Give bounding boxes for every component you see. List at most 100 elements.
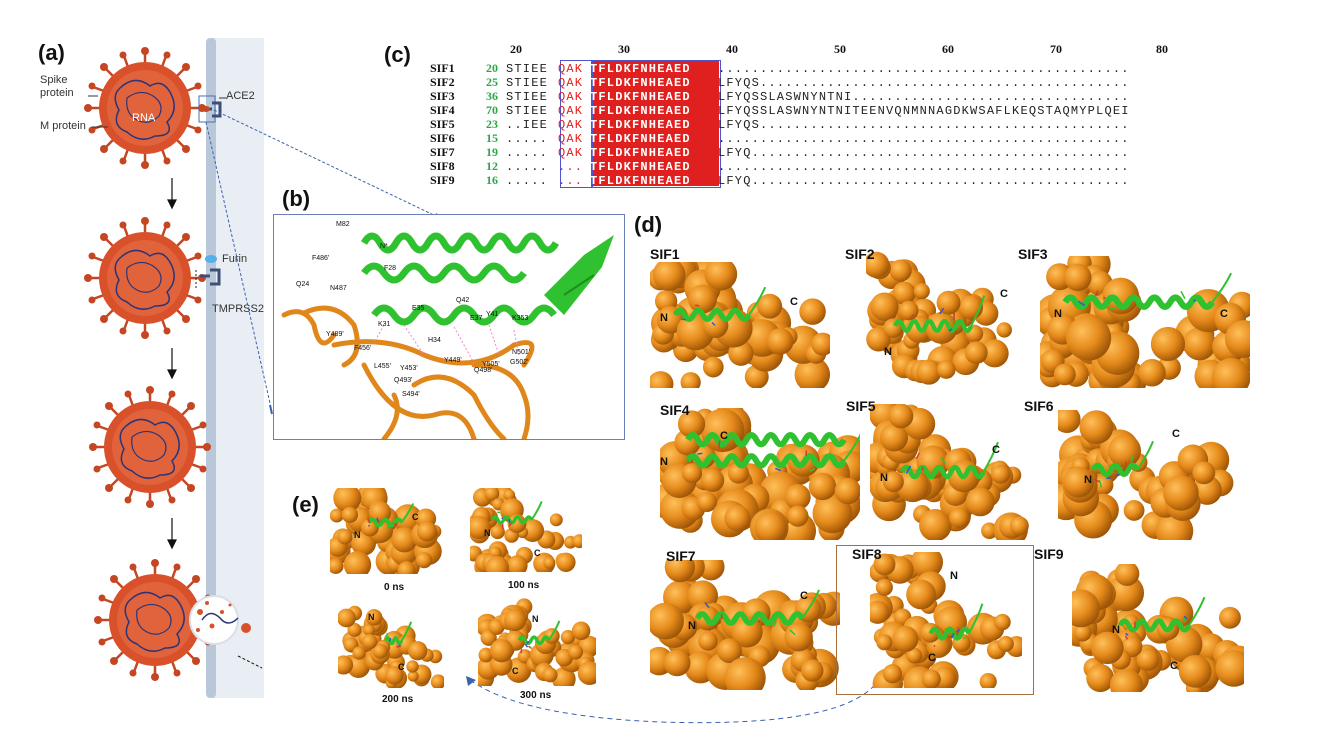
n-terminus-label: N bbox=[1112, 624, 1120, 636]
res-y453: Y453' bbox=[400, 365, 418, 372]
gap-dots: ........................................… bbox=[718, 62, 1130, 76]
res-e35: E35 bbox=[412, 305, 425, 312]
n-terminus-label: N bbox=[880, 472, 888, 484]
protein-complex-render bbox=[650, 560, 840, 690]
c-terminus-label: C bbox=[412, 512, 419, 522]
sequence-suffix: LFYQS. bbox=[718, 118, 769, 132]
ruler-40: 40 bbox=[726, 42, 738, 56]
res-s494: S494' bbox=[402, 391, 420, 398]
md-snapshot-3 bbox=[478, 598, 596, 686]
gap-dots: ........................................… bbox=[760, 146, 1130, 160]
sequence-qak: QAK bbox=[558, 146, 584, 160]
md-time-label: 100 ns bbox=[508, 580, 540, 591]
md-snapshot-1 bbox=[470, 488, 582, 572]
c-terminus-label: C bbox=[534, 548, 541, 558]
sequence-name: SIF2 bbox=[430, 75, 455, 89]
sequence-suffix: LFYQSSLASWNYNTNI. bbox=[718, 90, 861, 104]
sequence-prefix: ..... bbox=[506, 174, 549, 188]
sequence-prefix: STIEE bbox=[506, 90, 549, 104]
res-l455: L455' bbox=[374, 363, 391, 370]
sequence-start-number: 20 bbox=[486, 61, 498, 75]
furin-label: Furin bbox=[222, 253, 248, 265]
ruler-20: 20 bbox=[510, 42, 522, 56]
res-k31: K31 bbox=[378, 321, 391, 328]
res-y505: Y505' bbox=[482, 361, 500, 368]
protein-complex-render bbox=[870, 552, 1022, 688]
n-terminus-label: N bbox=[660, 456, 668, 468]
sequence-prefix: STIEE bbox=[506, 76, 549, 90]
protein-complex-render bbox=[660, 408, 860, 540]
sequence-qak: QAK bbox=[558, 76, 584, 90]
sequence-qak: QAK bbox=[558, 62, 584, 76]
res-q24: Q24 bbox=[296, 281, 310, 288]
sequence-row: SIF1 20 STIEE QAK TFLDKFNHEAED..............… bbox=[430, 61, 1130, 76]
sif-structure-3 bbox=[1040, 256, 1250, 388]
res-f456: F456' bbox=[354, 345, 372, 352]
res-q42: Q42 bbox=[456, 297, 470, 304]
sequence-row: SIF3 36 STIEE QAK TFLDKFNHEAED LFYQSSLASWNYNT… bbox=[430, 89, 1130, 104]
c-terminus-label: C bbox=[1170, 660, 1178, 672]
sif-label: SIF2 bbox=[845, 246, 875, 262]
sequence-core: TFLDKFNHEAED bbox=[590, 104, 691, 118]
n-terminus-label: N bbox=[484, 528, 491, 538]
md-time-label: 200 ns bbox=[382, 694, 414, 705]
n-terminus-label: N bbox=[368, 612, 375, 622]
panel-c-label: (c) bbox=[384, 42, 411, 67]
sif8-highlight-box bbox=[836, 545, 1034, 695]
sequence-prefix: STIEE bbox=[506, 104, 549, 118]
res-y41: Y41 bbox=[486, 311, 499, 318]
sequence-name: SIF4 bbox=[430, 103, 455, 117]
sequence-suffix: LFYQ. bbox=[718, 174, 761, 188]
res-m82: M82 bbox=[336, 221, 350, 228]
sif-structure-5 bbox=[870, 404, 1032, 540]
ruler-70: 70 bbox=[1050, 42, 1062, 56]
sequence-start-number: 23 bbox=[486, 117, 498, 131]
ace2-receptor bbox=[198, 95, 222, 123]
res-q498: Q498' bbox=[474, 367, 493, 374]
panel-a: (a) bbox=[0, 0, 270, 750]
n-terminus-label: N bbox=[1084, 474, 1092, 486]
sequence-row: SIF2 25 STIEE QAK TFLDKFNHEAED LFYQS.........… bbox=[430, 75, 1130, 90]
sequence-prefix: STIEE bbox=[506, 62, 549, 76]
protein-complex-render bbox=[330, 488, 442, 574]
protein-complex-render bbox=[650, 262, 830, 388]
gap-dots: ........................................… bbox=[768, 76, 1130, 90]
panel-d-label: (d) bbox=[634, 212, 663, 237]
sequence-name: SIF5 bbox=[430, 117, 455, 131]
c-terminus-label: C bbox=[1000, 288, 1008, 300]
md-time-label: 0 ns bbox=[384, 582, 405, 593]
sif-label: SIF9 bbox=[1034, 546, 1064, 562]
protein-complex-render bbox=[870, 404, 1029, 540]
sequence-name: SIF9 bbox=[430, 173, 455, 187]
sequence-start-number: 19 bbox=[486, 145, 498, 159]
sif-label: SIF8 bbox=[852, 546, 882, 562]
sequence-qak: ... bbox=[558, 174, 584, 188]
sequence-core: TFLDKFNHEAED bbox=[590, 146, 691, 160]
n-terminus-label: N bbox=[1054, 308, 1062, 320]
n-terminus-label: N bbox=[532, 614, 539, 624]
md-snapshot-0 bbox=[330, 488, 460, 574]
sequence-start-number: 16 bbox=[486, 173, 498, 187]
gap-dots: ........................................… bbox=[768, 118, 1130, 132]
sequence-row: SIF8 12........ TFLDKFNHEAED..............… bbox=[430, 159, 1130, 174]
ruler-80: 80 bbox=[1156, 42, 1168, 56]
sif-label: SIF4 bbox=[660, 402, 690, 418]
sequence-suffix: LFYQ. bbox=[718, 146, 761, 160]
n-terminus-label: N bbox=[354, 530, 361, 540]
n-terminus-label: N bbox=[660, 312, 668, 324]
n-terminus-label: N bbox=[884, 346, 892, 358]
sequence-name: SIF7 bbox=[430, 145, 455, 159]
c-terminus-label: C bbox=[720, 430, 728, 442]
cell-region bbox=[212, 38, 264, 698]
protein-complex-render bbox=[1058, 410, 1234, 540]
sequence-row: SIF4 70 STIEE QAK TFLDKFNHEAED LFYQSSLASWNYNT… bbox=[430, 103, 1130, 118]
sequence-qak: QAK bbox=[558, 132, 584, 146]
sequence-prefix: ..... bbox=[506, 160, 549, 174]
n-terminus-label: N bbox=[688, 620, 696, 632]
ruler-60: 60 bbox=[942, 42, 954, 56]
res-f28: F28 bbox=[384, 265, 397, 272]
ruler-30: 30 bbox=[618, 42, 630, 56]
panel-b-label: (b) bbox=[282, 186, 311, 211]
sequence-prefix: ..IEE bbox=[506, 118, 549, 132]
sequence-start-number: 12 bbox=[486, 159, 498, 173]
